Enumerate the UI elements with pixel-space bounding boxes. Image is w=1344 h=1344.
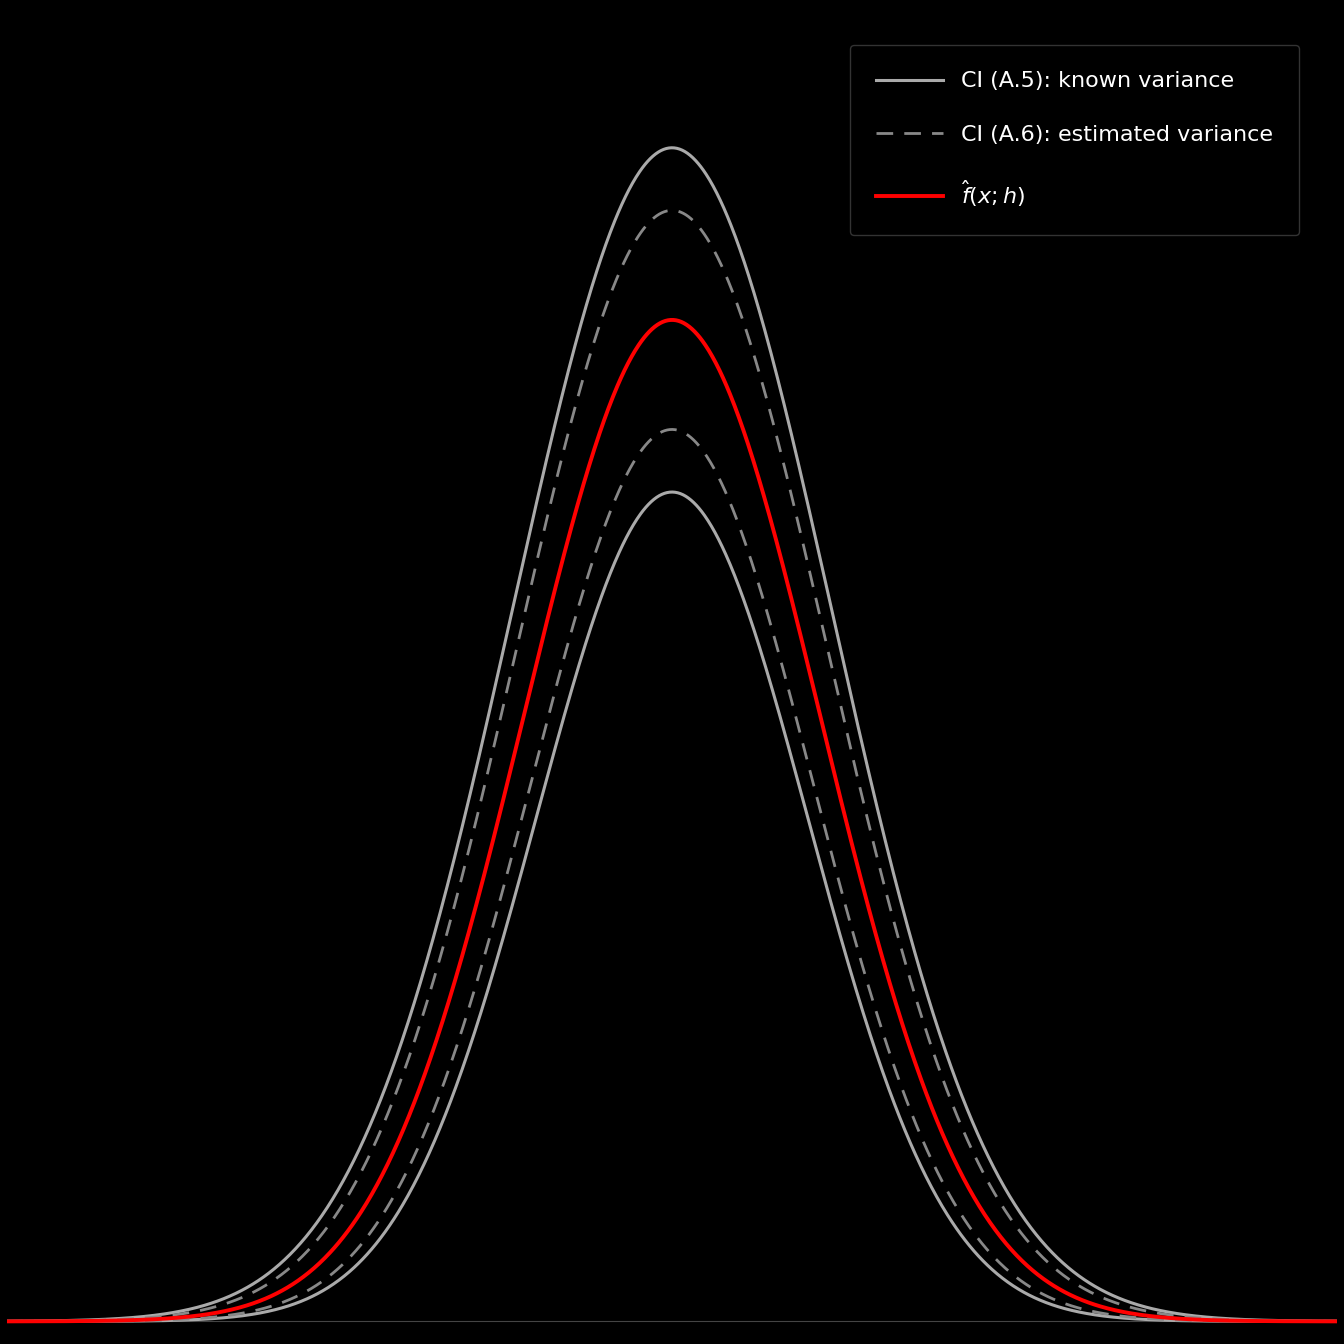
Legend: CI (A.5): known variance, CI (A.6): estimated variance, $\hat{f}(x;h)$: CI (A.5): known variance, CI (A.6): esti…: [849, 44, 1300, 235]
